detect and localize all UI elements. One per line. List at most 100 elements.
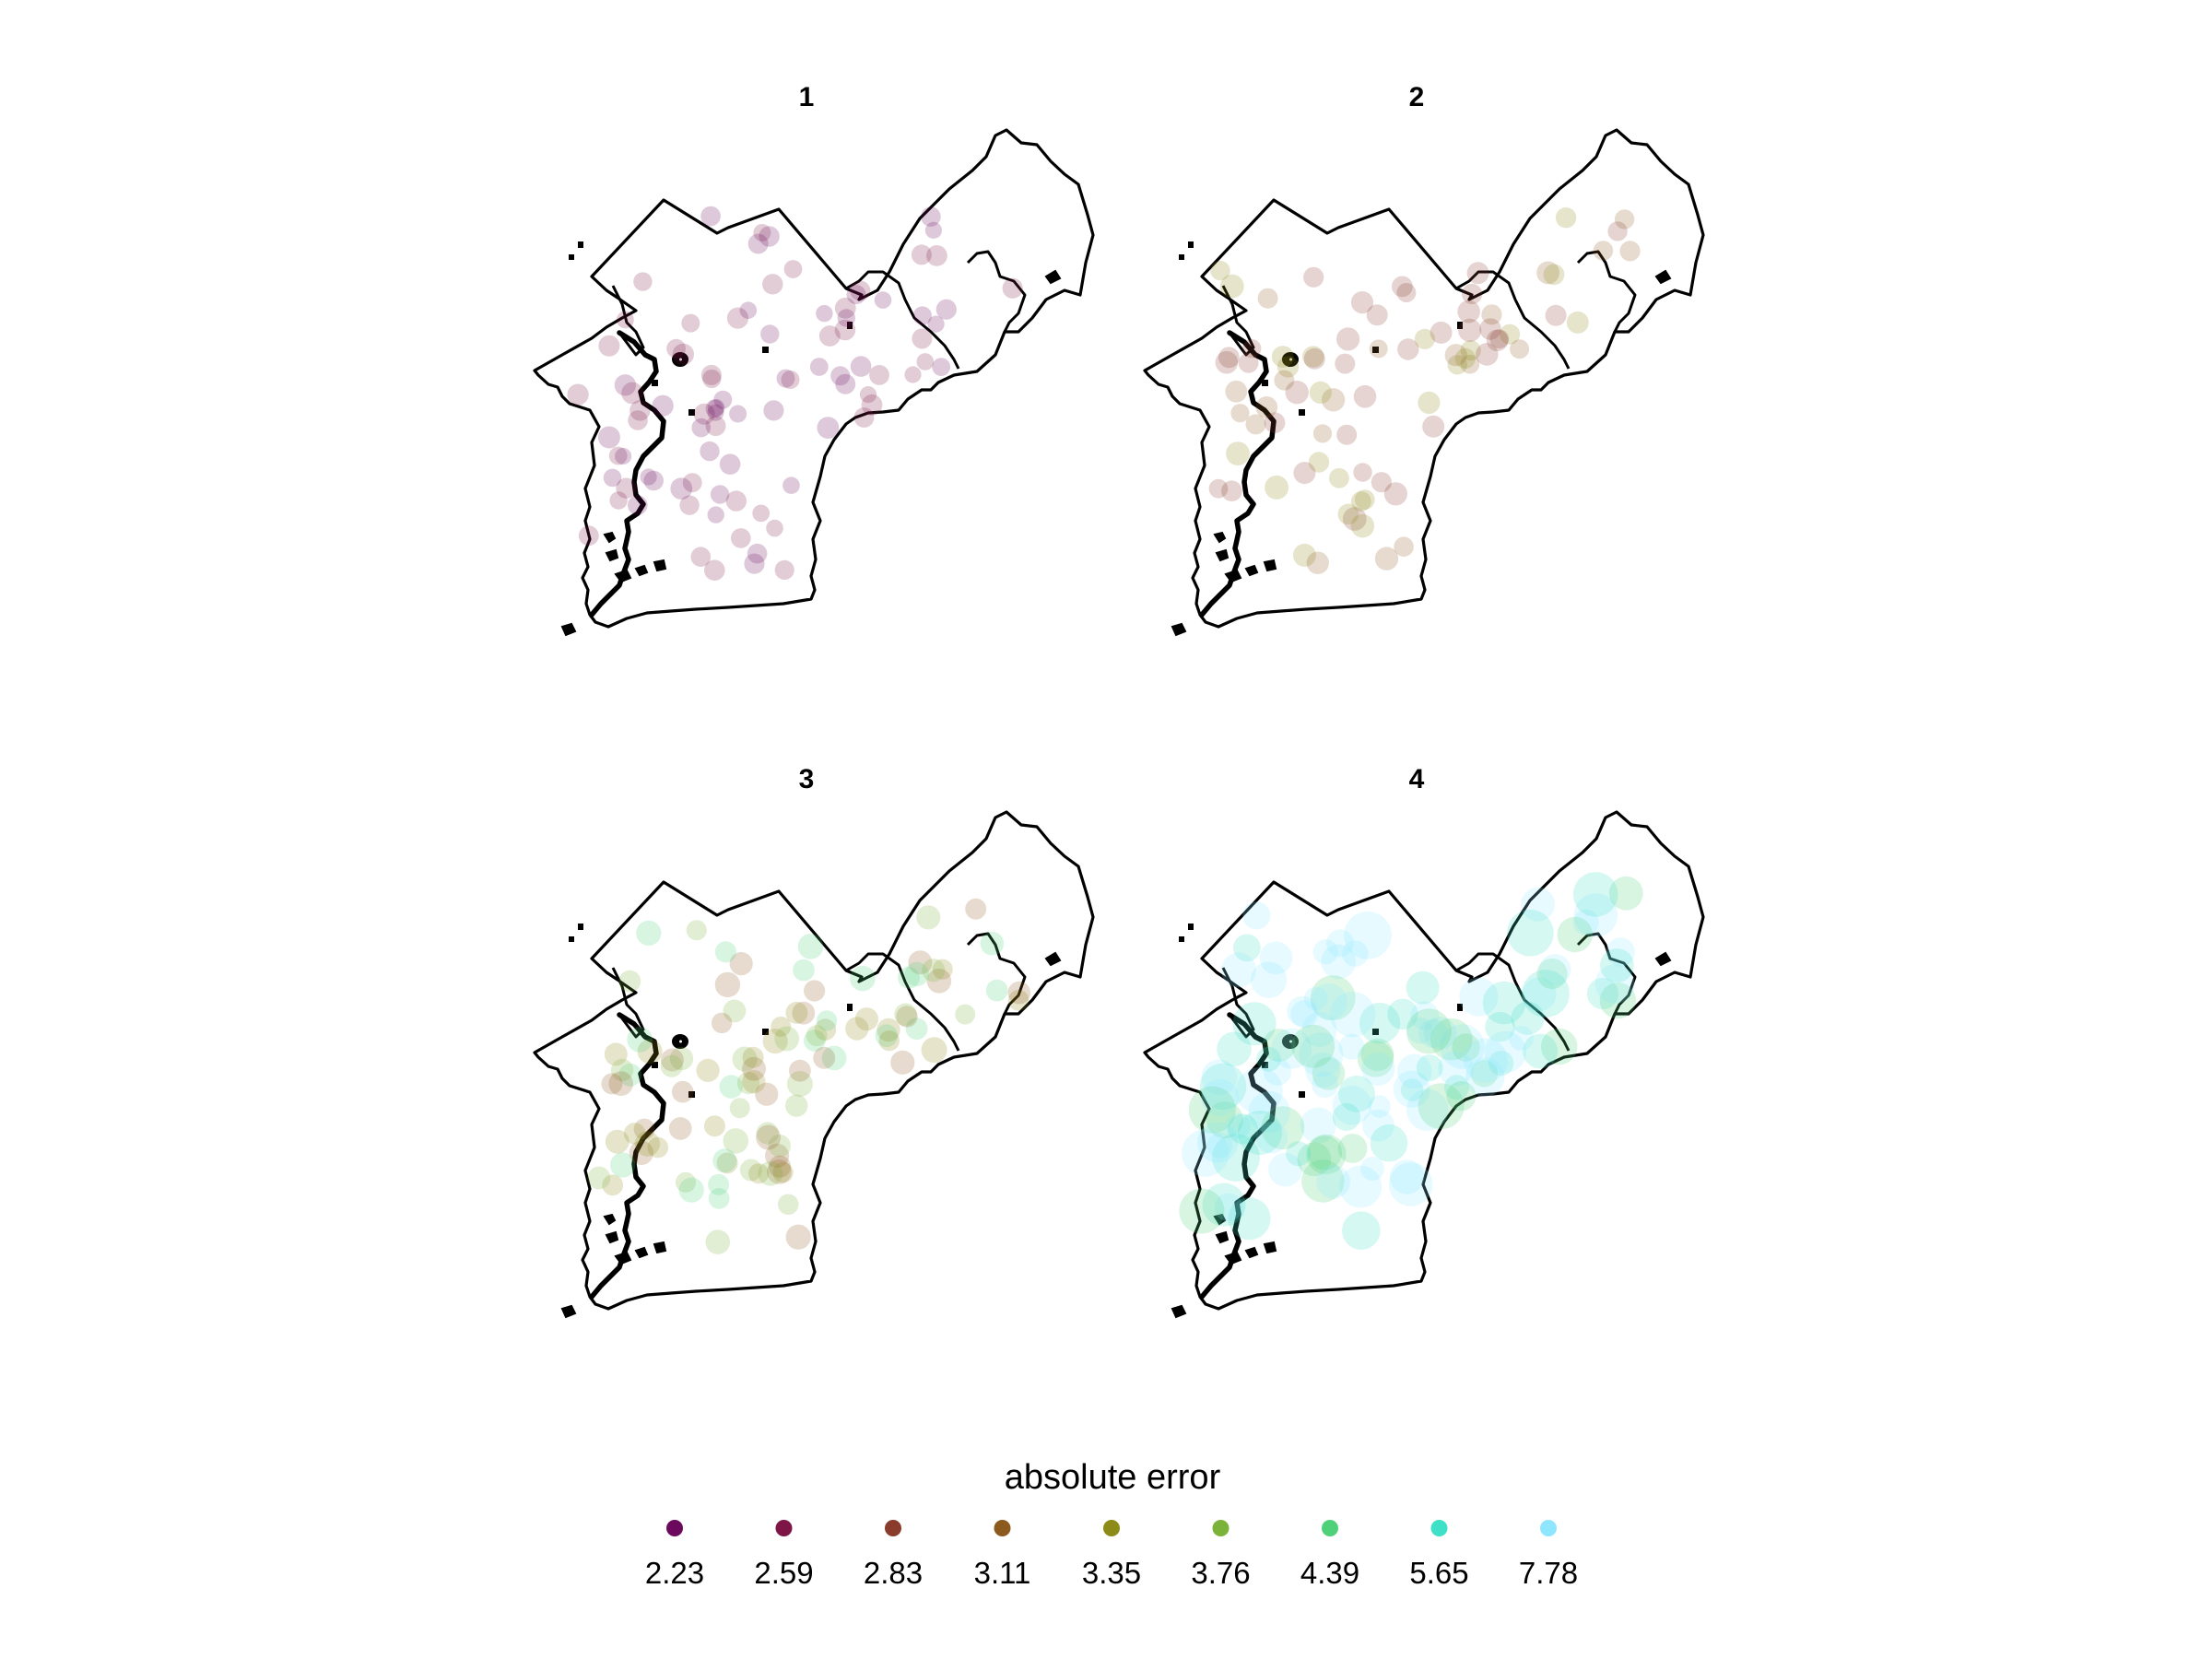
panel-1-point <box>628 495 648 515</box>
panel-1-point <box>850 280 871 301</box>
panel-4-point <box>1312 939 1338 965</box>
panel-4-point <box>1600 948 1634 982</box>
panel-3-point <box>797 934 824 959</box>
panel-2-point <box>1392 276 1413 298</box>
panel-4-point <box>1228 1113 1258 1145</box>
panel-4-point <box>1206 1132 1233 1159</box>
panel-1-point <box>700 206 721 227</box>
panel-3-point <box>894 1003 917 1026</box>
panel-1-point <box>817 417 840 439</box>
panel-3-point <box>932 959 953 980</box>
panel-4-point <box>1271 1028 1312 1069</box>
panel-2-point <box>1510 339 1530 359</box>
panel-4-point <box>1342 940 1369 967</box>
panel-3-point <box>813 1046 836 1069</box>
panel-1-point <box>614 374 637 396</box>
panel-3-point <box>736 1071 760 1095</box>
panel-3-point <box>785 1094 808 1117</box>
panel-3-point <box>1007 990 1030 1011</box>
panel-3-point <box>696 1058 720 1082</box>
panel-3-point <box>777 1194 799 1216</box>
panel-4-point <box>1511 1001 1545 1035</box>
panel-3-point <box>671 1080 694 1103</box>
panel-1-point <box>837 309 855 327</box>
panel-4-point <box>1573 893 1618 937</box>
legend-label-7: 5.65 <box>1409 1556 1468 1590</box>
panel-3-point <box>742 1046 764 1068</box>
panel-1-point <box>935 299 957 320</box>
panel-4-point <box>1344 911 1392 959</box>
legend-label-2: 2.83 <box>864 1556 923 1590</box>
panel-4-point <box>1217 1031 1252 1066</box>
panel-3-point <box>922 959 946 982</box>
panel-2-point <box>1303 347 1325 370</box>
panel-2-point <box>1218 347 1240 369</box>
panel-title-3: 3 <box>799 764 815 794</box>
panel-4-point <box>1440 1024 1485 1069</box>
panel-3-point <box>618 1063 642 1087</box>
legend-key-2 <box>885 1520 901 1536</box>
panel-2-point <box>1337 503 1359 525</box>
panel-4-point <box>1232 1002 1277 1046</box>
panel-4-point <box>1540 1028 1578 1065</box>
panel-3-point <box>647 1136 669 1159</box>
panel-1-point <box>710 485 730 504</box>
panel-1-point <box>774 559 794 581</box>
panel-4-point <box>1599 982 1637 1019</box>
panel-2-point <box>1303 266 1324 288</box>
panel-1-point <box>616 477 637 499</box>
panel-2-point <box>1430 321 1453 344</box>
panel-4-point <box>1233 934 1261 962</box>
panel-4-point <box>1255 1122 1288 1154</box>
panel-2-point <box>1366 304 1388 326</box>
panel-2-point <box>1257 288 1278 309</box>
panel-3-point <box>821 1045 847 1071</box>
panel-2-point <box>1396 283 1417 302</box>
panel-4-point <box>1225 1112 1251 1139</box>
panel-4-point <box>1360 1038 1394 1072</box>
panel-2-point <box>1457 300 1480 324</box>
panel-2-point <box>1271 346 1294 368</box>
panel-4-point <box>1214 1193 1243 1222</box>
panel-4-point <box>1332 1085 1372 1125</box>
panel-1-point <box>926 245 947 266</box>
legend-label-8: 7.78 <box>1519 1556 1578 1590</box>
panel-3-point <box>756 1124 782 1150</box>
legend: absolute error 2.23 2.59 2.83 3.11 3.35 3.76 4… <box>645 1458 1578 1590</box>
panel-3-point <box>660 1054 683 1077</box>
panel-1-point <box>753 224 771 241</box>
panel-3-point <box>714 971 741 998</box>
panel-4-point <box>1572 872 1618 917</box>
panel-3-point <box>608 1071 633 1096</box>
panel-4-point <box>1242 901 1271 930</box>
panel-3-point <box>708 1188 730 1209</box>
panel-2-point <box>1607 221 1628 241</box>
panel-4-point <box>1291 1024 1335 1068</box>
panel-4-point <box>1301 1159 1345 1203</box>
panel-3-point <box>768 1155 792 1178</box>
panel-1-point <box>739 301 758 320</box>
panel-1-point <box>752 504 771 523</box>
panel-1-point <box>608 446 628 465</box>
panel-3-point <box>785 1001 808 1024</box>
panel-2-point <box>1394 536 1414 557</box>
panel-4-point <box>1338 1033 1365 1060</box>
panel-3-point <box>875 1024 899 1047</box>
panel-4-point <box>1539 954 1571 986</box>
panel-4-point <box>1299 1032 1344 1077</box>
panel-2-points <box>1208 207 1641 574</box>
panel-2-point <box>1264 412 1286 433</box>
panel-2-point <box>1242 339 1262 359</box>
panel-1-point <box>643 470 664 491</box>
panel-2-point <box>1462 283 1483 305</box>
panel-4-point <box>1259 941 1293 975</box>
panel-3-point <box>668 1117 692 1140</box>
legend-label-1: 2.59 <box>754 1556 813 1590</box>
panel-3-point <box>742 1070 766 1094</box>
panel-1: 1 <box>535 82 1093 635</box>
panel-1-point <box>916 353 935 371</box>
panel-3-point <box>627 1027 653 1053</box>
panel-4-point <box>1406 1008 1452 1054</box>
panel-4-point <box>1312 1071 1338 1099</box>
panel-1-point <box>603 468 622 488</box>
